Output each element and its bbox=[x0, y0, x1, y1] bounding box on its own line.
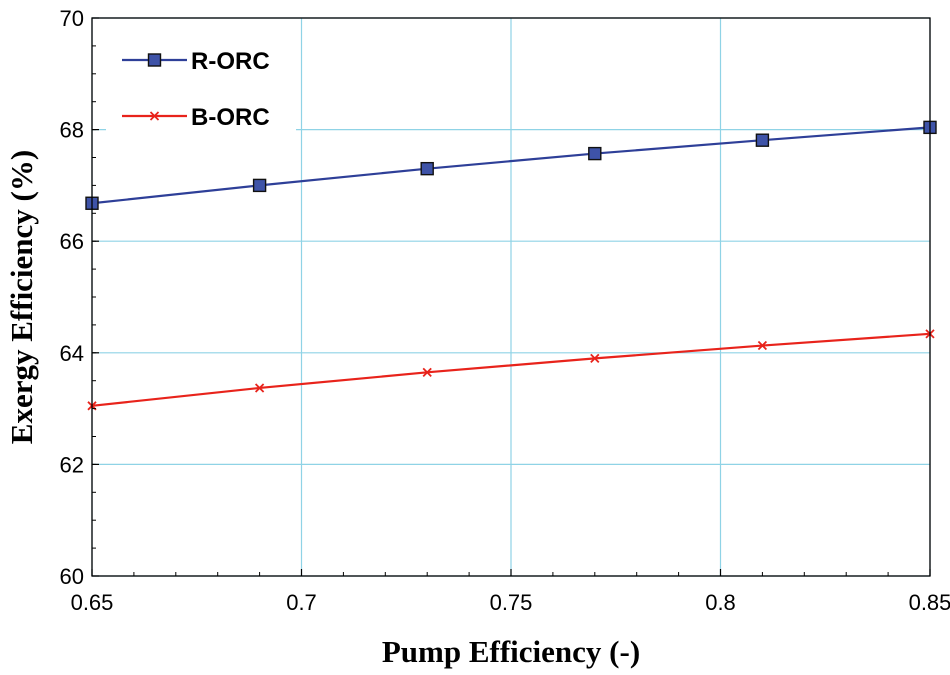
series-lines bbox=[85, 120, 937, 411]
x-tick-label: 0.8 bbox=[705, 590, 736, 615]
data-point-b-orc bbox=[149, 111, 160, 121]
x-marker-stroke bbox=[590, 353, 600, 364]
x-tick-label: 0.65 bbox=[71, 590, 114, 615]
data-point-b-orc bbox=[254, 383, 265, 393]
y-tick-label: 66 bbox=[60, 229, 84, 254]
y-tick-label: 70 bbox=[60, 6, 84, 31]
data-point-r-orc bbox=[147, 53, 162, 67]
axis-ticks: 0.65 0.7 0.75 0.8 0.85 60 62 64 66 68 70 bbox=[60, 6, 950, 615]
y-tick-label: 64 bbox=[60, 341, 84, 366]
series-line-b-orc bbox=[91, 332, 931, 407]
x-marker-stroke bbox=[757, 340, 768, 351]
x-tick-label: 0.7 bbox=[286, 590, 317, 615]
x-axis-title: Pump Efficiency (-) bbox=[382, 634, 640, 669]
x-marker-stroke bbox=[422, 367, 432, 377]
data-point-r-orc bbox=[252, 178, 267, 193]
x-tick-label: 0.75 bbox=[490, 590, 533, 615]
x-marker-stroke bbox=[254, 383, 265, 393]
legend-label-b-orc: B-ORC bbox=[191, 104, 270, 131]
legend-label-r-orc: R-ORC bbox=[191, 48, 270, 75]
x-marker-stroke bbox=[149, 111, 160, 121]
data-point-b-orc bbox=[422, 367, 432, 377]
y-axis-title: Exergy Efficiency (%) bbox=[4, 150, 39, 444]
data-point-r-orc bbox=[755, 133, 770, 147]
data-point-b-orc bbox=[757, 340, 768, 351]
data-point-r-orc bbox=[588, 146, 602, 161]
x-tick-label: 0.85 bbox=[909, 590, 950, 615]
data-point-b-orc bbox=[590, 353, 600, 364]
y-tick-label: 62 bbox=[60, 452, 84, 477]
data-point-r-orc bbox=[420, 161, 434, 176]
y-tick-label: 68 bbox=[60, 118, 84, 143]
legend: R-ORC B-ORC bbox=[106, 26, 296, 136]
series-line-r-orc bbox=[91, 126, 931, 205]
y-tick-label: 60 bbox=[60, 564, 84, 589]
legend-background bbox=[106, 26, 296, 136]
